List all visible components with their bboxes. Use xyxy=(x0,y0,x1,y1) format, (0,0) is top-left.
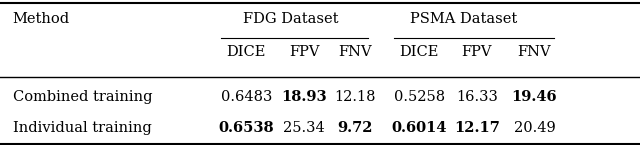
Text: 25.34: 25.34 xyxy=(283,121,325,135)
Text: 20.49: 20.49 xyxy=(513,121,556,135)
Text: FPV: FPV xyxy=(461,45,492,59)
Text: PSMA Dataset: PSMA Dataset xyxy=(410,12,518,26)
Text: 19.46: 19.46 xyxy=(511,90,557,104)
Text: DICE: DICE xyxy=(227,45,266,59)
Text: 0.6014: 0.6014 xyxy=(392,121,447,135)
Text: 0.6483: 0.6483 xyxy=(221,90,272,104)
Text: Combined training: Combined training xyxy=(13,90,152,104)
Text: FDG Dataset: FDG Dataset xyxy=(243,12,339,26)
Text: DICE: DICE xyxy=(399,45,439,59)
Text: FPV: FPV xyxy=(289,45,319,59)
Text: FNV: FNV xyxy=(339,45,372,59)
Text: FNV: FNV xyxy=(518,45,551,59)
Text: Method: Method xyxy=(13,12,70,26)
Text: 16.33: 16.33 xyxy=(456,90,498,104)
Text: 9.72: 9.72 xyxy=(337,121,373,135)
Text: 12.18: 12.18 xyxy=(335,90,376,104)
Text: 18.93: 18.93 xyxy=(281,90,327,104)
Text: 0.6538: 0.6538 xyxy=(219,121,274,135)
Text: Individual training: Individual training xyxy=(13,121,152,135)
Text: 0.5258: 0.5258 xyxy=(394,90,445,104)
Text: 12.17: 12.17 xyxy=(454,121,500,135)
